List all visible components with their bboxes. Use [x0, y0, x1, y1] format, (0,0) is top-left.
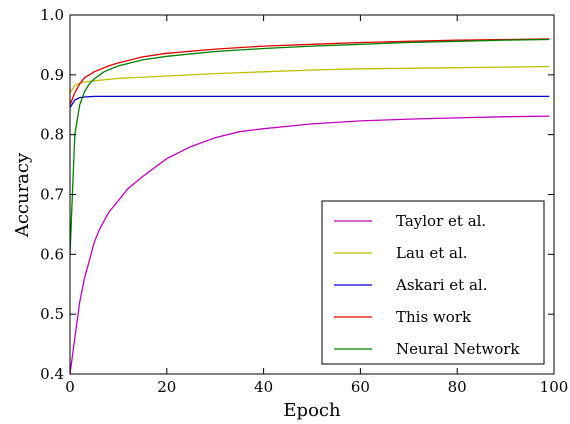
x-tick-label: 80: [448, 378, 467, 396]
series-line-3: [69, 38, 550, 106]
y-tick-label: 0.5: [40, 305, 64, 323]
series-lines: [69, 38, 550, 375]
y-tick-label: 0.6: [40, 245, 64, 263]
legend: Taylor et al. Lau et al. Askari et al. This…: [321, 200, 545, 365]
y-tick-label: 0.4: [40, 365, 64, 383]
legend-label-4: Neural Network: [396, 340, 520, 358]
x-tick-label: 40: [254, 378, 273, 396]
x-tick-label: 100: [540, 378, 569, 396]
legend-label-1: Lau et al.: [396, 244, 468, 262]
y-axis-title: Accuracy: [12, 152, 33, 238]
x-tick-label: 60: [351, 378, 370, 396]
y-tick-label: 0.9: [40, 66, 64, 84]
x-tick-label: 20: [157, 378, 176, 396]
legend-label-2: Askari et al.: [395, 276, 487, 294]
legend-label-3: This work: [396, 308, 472, 326]
series-line-2: [69, 95, 550, 109]
x-tick-label: 0: [65, 378, 75, 396]
y-tick-label: 0.8: [40, 126, 64, 144]
series-line-4: [69, 38, 550, 255]
series-line-1: [69, 65, 550, 94]
y-tick-label: 1.0: [40, 6, 64, 24]
y-tick-label: 0.7: [40, 186, 64, 204]
axis-ticks: 0 20 40 60 80 100 0.4 0.5 0.6 0.7 0.8 0.9 1.0: [40, 6, 568, 396]
legend-label-0: Taylor et al.: [396, 212, 486, 230]
legend-box: [321, 200, 545, 365]
series-line-0: [69, 115, 550, 375]
plot-frame: [69, 14, 555, 375]
x-axis-title: Epoch: [283, 400, 341, 421]
